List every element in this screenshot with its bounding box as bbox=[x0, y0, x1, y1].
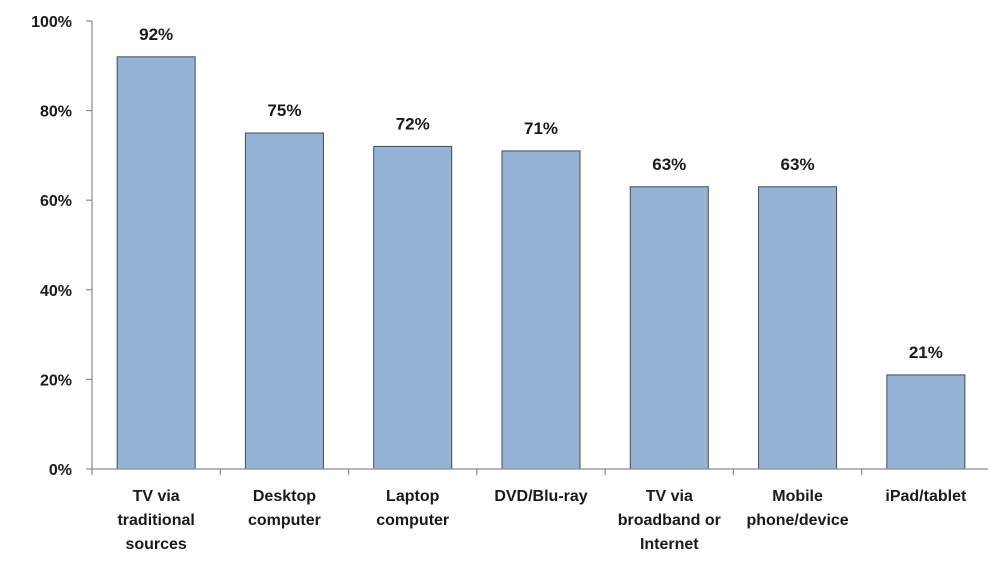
y-tick-label: 20% bbox=[40, 372, 72, 389]
category-label-line: Laptop bbox=[386, 488, 440, 505]
category-label-line: computer bbox=[376, 512, 449, 529]
category-label: DVD/Blu-ray bbox=[494, 488, 587, 505]
y-tick-label: 60% bbox=[40, 193, 72, 210]
bar bbox=[501, 150, 581, 470]
bar bbox=[629, 186, 709, 470]
bars bbox=[116, 56, 966, 470]
category-label-line: TV via bbox=[646, 488, 693, 505]
category-label-line: TV via bbox=[133, 488, 180, 505]
y-tick-label: 0% bbox=[49, 462, 72, 479]
category-label: Laptop computer bbox=[376, 488, 449, 529]
y-axis: 0% 20% 40% 60% 80% 100% bbox=[31, 14, 93, 479]
category-label-line: computer bbox=[248, 512, 321, 529]
data-label: 72% bbox=[396, 114, 430, 133]
category-label: Mobile phone/device bbox=[746, 488, 848, 529]
category-label: TV via broadband or Internet bbox=[618, 488, 721, 553]
data-label: 63% bbox=[652, 155, 686, 174]
y-tick-label: 40% bbox=[40, 283, 72, 300]
category-label: Desktop computer bbox=[248, 488, 321, 529]
category-label: TV via traditional sources bbox=[117, 488, 194, 553]
category-label-line: sources bbox=[125, 536, 186, 553]
data-label: 92% bbox=[139, 25, 173, 44]
y-tick-label: 100% bbox=[31, 14, 72, 31]
data-label: 75% bbox=[267, 101, 301, 120]
category-label-line: broadband or bbox=[618, 512, 721, 529]
bar bbox=[886, 374, 966, 470]
category-label-line: Mobile bbox=[772, 488, 823, 505]
bar bbox=[116, 56, 196, 470]
data-labels: 92% 75% 72% 71% 63% 63% 21% bbox=[139, 25, 943, 362]
data-label: 71% bbox=[524, 119, 558, 138]
category-label-line: Internet bbox=[640, 536, 699, 553]
data-label: 21% bbox=[909, 343, 943, 362]
category-label: iPad/tablet bbox=[885, 488, 967, 505]
y-tick-label: 80% bbox=[40, 104, 72, 121]
category-label-line: Desktop bbox=[253, 488, 316, 505]
category-label-line: iPad/tablet bbox=[885, 488, 967, 505]
data-label: 63% bbox=[781, 155, 815, 174]
category-label-line: DVD/Blu-ray bbox=[494, 488, 587, 505]
bar bbox=[244, 132, 324, 470]
category-label-line: traditional bbox=[117, 512, 194, 529]
category-label-line: phone/device bbox=[746, 512, 848, 529]
bar bbox=[373, 145, 453, 470]
bar bbox=[758, 186, 838, 470]
x-axis bbox=[91, 468, 988, 475]
